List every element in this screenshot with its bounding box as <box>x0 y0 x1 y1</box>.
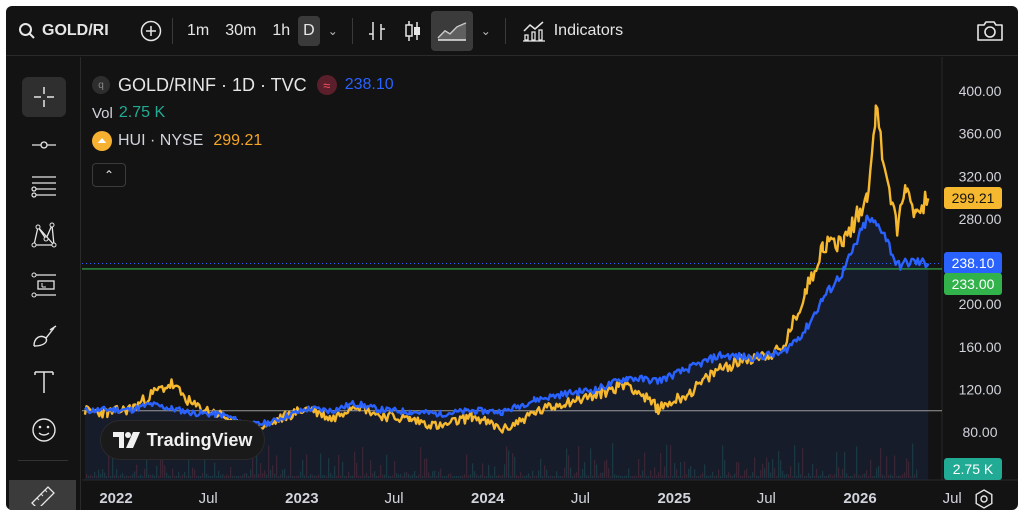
time-axis-tick-label: Jul <box>757 490 776 507</box>
time-axis-tick-label: Jul <box>943 490 962 507</box>
time-axis-tick-label: Jul <box>571 490 590 507</box>
chevron-up-icon: ⌃ <box>103 168 115 182</box>
chart-settings-button[interactable] <box>974 489 994 510</box>
volume-value: 2.75 K <box>118 104 166 121</box>
hui-logo-icon <box>92 131 112 151</box>
chevron-down-icon: ⌄ <box>327 23 338 38</box>
add-circle-icon <box>140 20 162 41</box>
prediction-tool[interactable] <box>22 265 66 305</box>
logo-text: TradingView <box>146 429 253 450</box>
text-tool[interactable] <box>22 362 66 402</box>
time-axis-tick-label: 2026 <box>843 490 876 507</box>
main-series-title: GOLD/RINF · 1D · TVC <box>118 74 307 95</box>
brush-icon <box>33 325 57 347</box>
interval-1h[interactable]: 1h <box>272 21 291 39</box>
main-series-legend[interactable]: q GOLD/RINF · 1D · TVC ≈ 238.10 <box>92 71 394 99</box>
price-axis-tick-label: 160.00 <box>959 339 1002 355</box>
symbol-label: GOLD/RI <box>42 21 109 39</box>
price-axis-tick-label: 200.00 <box>959 296 1002 312</box>
indicators-icon <box>522 20 545 42</box>
hui-series-line <box>83 104 930 436</box>
pattern-tool[interactable] <box>22 215 66 255</box>
horizontal-line-icon <box>32 141 56 149</box>
tradingview-logo[interactable]: TradingView <box>100 420 265 460</box>
tv-logo-icon <box>112 432 140 448</box>
volume-legend[interactable]: Vol 2.75 K <box>92 99 394 127</box>
emoji-tool[interactable] <box>22 410 66 450</box>
area-chart-type-button[interactable] <box>430 10 473 51</box>
main-series-value: 238.10 <box>344 76 394 93</box>
chart-pane[interactable]: 400.00 360.00 320.00 280.00 200.00 160.00 120.… <box>82 57 1018 510</box>
crosshair-icon <box>34 87 54 107</box>
xabcd-pattern-icon <box>31 222 57 248</box>
price-axis-tick-label: 120.00 <box>959 381 1002 397</box>
indicators-button[interactable]: Indicators <box>512 14 633 48</box>
gold-rinf-series-line <box>84 214 930 429</box>
smiley-icon <box>32 418 56 442</box>
bar-chart-type-button[interactable] <box>359 14 395 48</box>
time-axis-tick-label: 2024 <box>471 490 505 507</box>
compare-series-title: HUI · NYSE <box>118 132 204 149</box>
time-axis-tick-label: 2025 <box>657 490 690 507</box>
fib-retracement-icon <box>31 176 56 198</box>
chart-app: GOLD/RI 1m 30m 1h D ⌄ ⌄ Indicators <box>6 6 1018 510</box>
price-chart[interactable]: 400.00 360.00 320.00 280.00 200.00 160.00 120.… <box>82 57 1018 510</box>
compare-symbol-button[interactable] <box>136 14 166 48</box>
chart-type-dropdown-button[interactable]: ⌄ <box>473 14 499 48</box>
hui-price-tag: 299.21 <box>944 187 1002 209</box>
wave-icon: ≈ <box>316 75 337 95</box>
compare-series-legend[interactable]: HUI · NYSE 299.21 <box>92 127 394 155</box>
interval-30m[interactable]: 30m <box>225 21 257 39</box>
time-axis-tick-label: Jul <box>384 490 403 507</box>
brush-tool[interactable] <box>22 317 66 357</box>
area-chart-icon <box>437 21 467 41</box>
camera-icon <box>977 21 1003 41</box>
toolbar-divider <box>172 17 173 44</box>
interval-1m[interactable]: 1m <box>187 21 210 39</box>
volume-tag: 2.75 K <box>944 458 1002 480</box>
settings-icon <box>975 489 993 509</box>
candles-icon <box>404 20 420 41</box>
collapse-legend-button[interactable]: ⌃ <box>92 163 126 187</box>
symbol-search-button[interactable]: GOLD/RI <box>6 14 136 48</box>
volume-label: Vol <box>92 104 113 122</box>
time-axis-tick-label: 2022 <box>99 490 132 507</box>
main-price-tag: 238.10 <box>944 252 1002 274</box>
compare-series-value: 299.21 <box>213 132 263 149</box>
price-axis-tick-label: 360.00 <box>959 126 1002 142</box>
fib-tool[interactable] <box>22 167 66 207</box>
interval-dropdown-button[interactable]: ⌄ <box>320 14 346 48</box>
measure-tool[interactable] <box>9 480 76 510</box>
drawing-tools-rail <box>6 57 81 510</box>
top-toolbar: GOLD/RI 1m 30m 1h D ⌄ ⌄ Indicators <box>6 6 1018 56</box>
crosshair-tool[interactable] <box>22 77 66 117</box>
text-icon <box>34 371 54 393</box>
search-icon <box>19 22 35 39</box>
price-axis-tick-label: 320.00 <box>959 168 1002 184</box>
ruler-icon <box>30 486 55 506</box>
price-axis-tick-label: 280.00 <box>959 211 1002 227</box>
green-line-price-tag: 233.00 <box>944 273 1002 295</box>
trend-line-tool[interactable] <box>22 125 66 165</box>
price-axis-tick-label: 80.00 <box>962 424 997 440</box>
toolbar-divider <box>351 17 353 44</box>
candles-chart-type-button[interactable] <box>395 14 431 48</box>
bars-icon <box>368 21 385 40</box>
legend: q GOLD/RINF · 1D · TVC ≈ 238.10 Vol 2.75… <box>92 71 394 187</box>
price-axis-tick-label: 400.00 <box>959 83 1002 99</box>
chevron-down-icon: ⌄ <box>480 23 491 38</box>
indicators-label: Indicators <box>553 21 624 39</box>
rail-divider <box>18 460 68 461</box>
interval-d[interactable]: D <box>298 15 320 46</box>
long-position-icon <box>31 272 56 298</box>
time-axis-tick-label: Jul <box>199 490 218 507</box>
time-axis-tick-label: 2023 <box>285 490 318 507</box>
symbol-badge: q <box>92 76 110 94</box>
toolbar-divider <box>504 17 506 44</box>
screenshot-button[interactable] <box>976 14 1004 48</box>
